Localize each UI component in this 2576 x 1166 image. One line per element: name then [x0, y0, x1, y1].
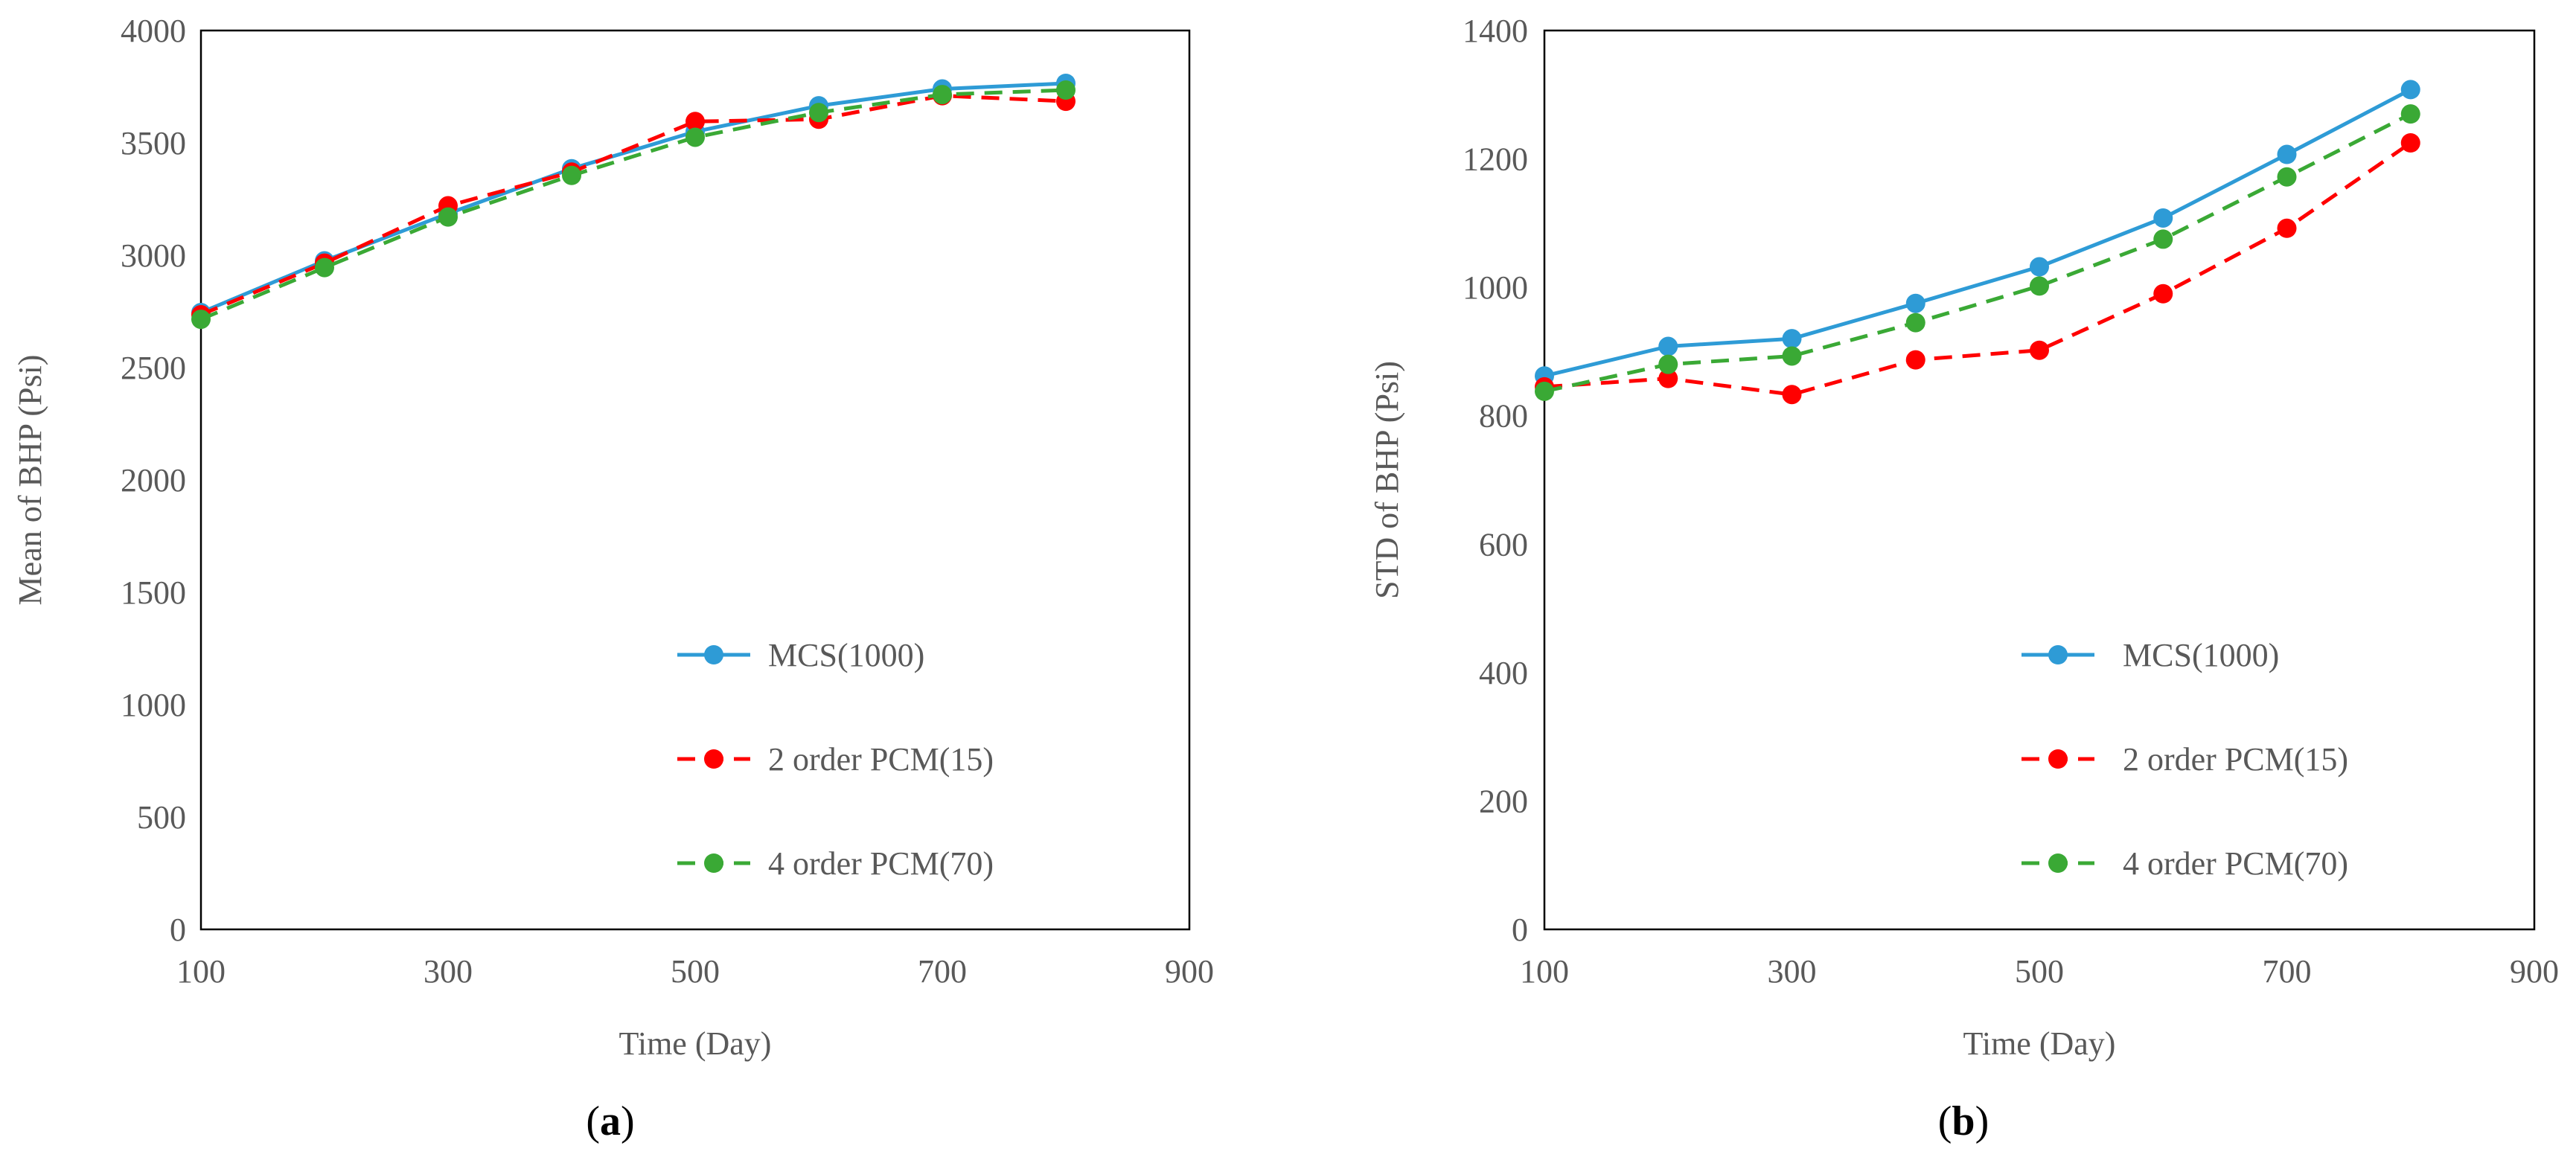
y-tick-label: 1000 — [121, 687, 186, 723]
x-axis-label: Time (Day) — [1963, 1025, 2116, 1062]
data-point — [1905, 313, 1925, 333]
series-line — [1544, 88, 2412, 378]
legend-marker — [2048, 749, 2068, 769]
panel-b: STD of BHP (Psi) Time (Day) (b) 0 200 400 6… — [1369, 13, 2559, 1144]
y-tick-label: 1500 — [121, 574, 186, 611]
series-line — [1544, 141, 2412, 397]
legend: MCS(1000) 2 order PCM(15) 4 order PCM(70) — [677, 637, 994, 882]
x-tick-label: 700 — [2263, 953, 2312, 990]
data-point — [1782, 385, 1802, 405]
x-tick-label: 500 — [2015, 953, 2064, 990]
data-point — [1056, 80, 1076, 100]
axis-ticks: 0 500 1000 1500 2000 2500 3000 3500 4000 100 300 50… — [121, 13, 1214, 990]
y-tick-label: 1400 — [1463, 13, 1528, 49]
data-point — [2153, 208, 2173, 228]
y-tick-label: 0 — [170, 912, 186, 948]
data-point — [1658, 368, 1678, 388]
y-tick-label: 400 — [1479, 655, 1528, 691]
data-point — [1905, 350, 1925, 370]
legend-label: MCS(1000) — [2123, 637, 2279, 673]
legend-marker — [2048, 645, 2068, 664]
x-tick-label: 700 — [918, 953, 967, 990]
y-tick-label: 800 — [1479, 398, 1528, 435]
legend-label: 4 order PCM(70) — [768, 845, 994, 882]
panel-a: Mean of BHP (Psi) Time (Day) (a) 0 500 100… — [12, 13, 1214, 1144]
legend-label: MCS(1000) — [768, 637, 924, 673]
y-tick-label: 1200 — [1463, 141, 1528, 178]
x-tick-label: 900 — [1165, 953, 1214, 990]
data-point — [685, 127, 705, 147]
data-point — [1535, 381, 1554, 401]
y-tick-label: 2000 — [121, 462, 186, 499]
y-axis-label: STD of BHP (Psi) — [1369, 361, 1405, 599]
series-line — [200, 88, 1067, 321]
y-tick-label: 200 — [1479, 783, 1528, 819]
data-point — [438, 207, 458, 227]
legend-label: 2 order PCM(15) — [768, 741, 994, 778]
legend-label: 2 order PCM(15) — [2123, 741, 2348, 778]
data-point — [1782, 329, 1802, 349]
y-tick-label: 0 — [1512, 912, 1528, 948]
legend-marker — [704, 853, 723, 873]
data-point — [2400, 104, 2420, 124]
panel-caption: (a) — [586, 1098, 634, 1144]
plot-area-frame — [199, 29, 1191, 931]
y-tick-label: 500 — [137, 799, 186, 836]
x-tick-label: 300 — [424, 953, 473, 990]
data-point — [809, 103, 828, 123]
y-tick-label: 3000 — [121, 237, 186, 274]
x-tick-label: 100 — [176, 953, 226, 990]
x-tick-label: 300 — [1768, 953, 1817, 990]
data-point — [2277, 218, 2297, 238]
data-point — [2030, 340, 2049, 360]
data-point — [2153, 229, 2173, 249]
data-point — [685, 112, 705, 132]
panel-caption: (b) — [1938, 1098, 1989, 1144]
y-tick-label: 3500 — [121, 125, 186, 161]
x-tick-label: 100 — [1520, 953, 1569, 990]
data-point — [2153, 284, 2173, 304]
data-point — [2277, 144, 2297, 164]
x-axis-label: Time (Day) — [619, 1025, 772, 1062]
series-line — [200, 94, 1067, 317]
data-point — [1658, 354, 1678, 374]
data-point — [2030, 276, 2049, 296]
data-point — [933, 85, 952, 105]
data-point — [2400, 133, 2420, 153]
plot-area-frame — [1543, 29, 2536, 931]
series-group — [1535, 80, 2420, 405]
data-point — [562, 165, 581, 185]
data-point — [191, 310, 211, 330]
data-point — [1782, 346, 1802, 366]
legend-marker — [704, 645, 723, 664]
y-axis-label: Mean of BHP (Psi) — [12, 355, 48, 606]
series-line — [1544, 112, 2412, 394]
y-tick-label: 1000 — [1463, 269, 1528, 306]
y-tick-label: 2500 — [121, 350, 186, 386]
y-tick-label: 600 — [1479, 526, 1528, 563]
series-group — [191, 73, 1076, 330]
legend-marker — [2048, 853, 2068, 873]
axis-ticks: 0 200 400 600 800 1000 1200 1400 100 300 500 700 900 — [1463, 13, 2559, 990]
data-point — [2277, 167, 2297, 187]
y-tick-label: 4000 — [121, 13, 186, 49]
data-point — [2400, 80, 2420, 100]
legend-marker — [704, 749, 723, 769]
legend-label: 4 order PCM(70) — [2123, 845, 2348, 882]
x-tick-label: 500 — [671, 953, 720, 990]
legend: MCS(1000) 2 order PCM(15) 4 order PCM(70) — [2022, 637, 2348, 882]
data-point — [1658, 336, 1678, 356]
x-tick-label: 900 — [2510, 953, 2559, 990]
data-point — [1905, 293, 1925, 313]
data-point — [2030, 257, 2049, 277]
data-point — [315, 257, 334, 278]
